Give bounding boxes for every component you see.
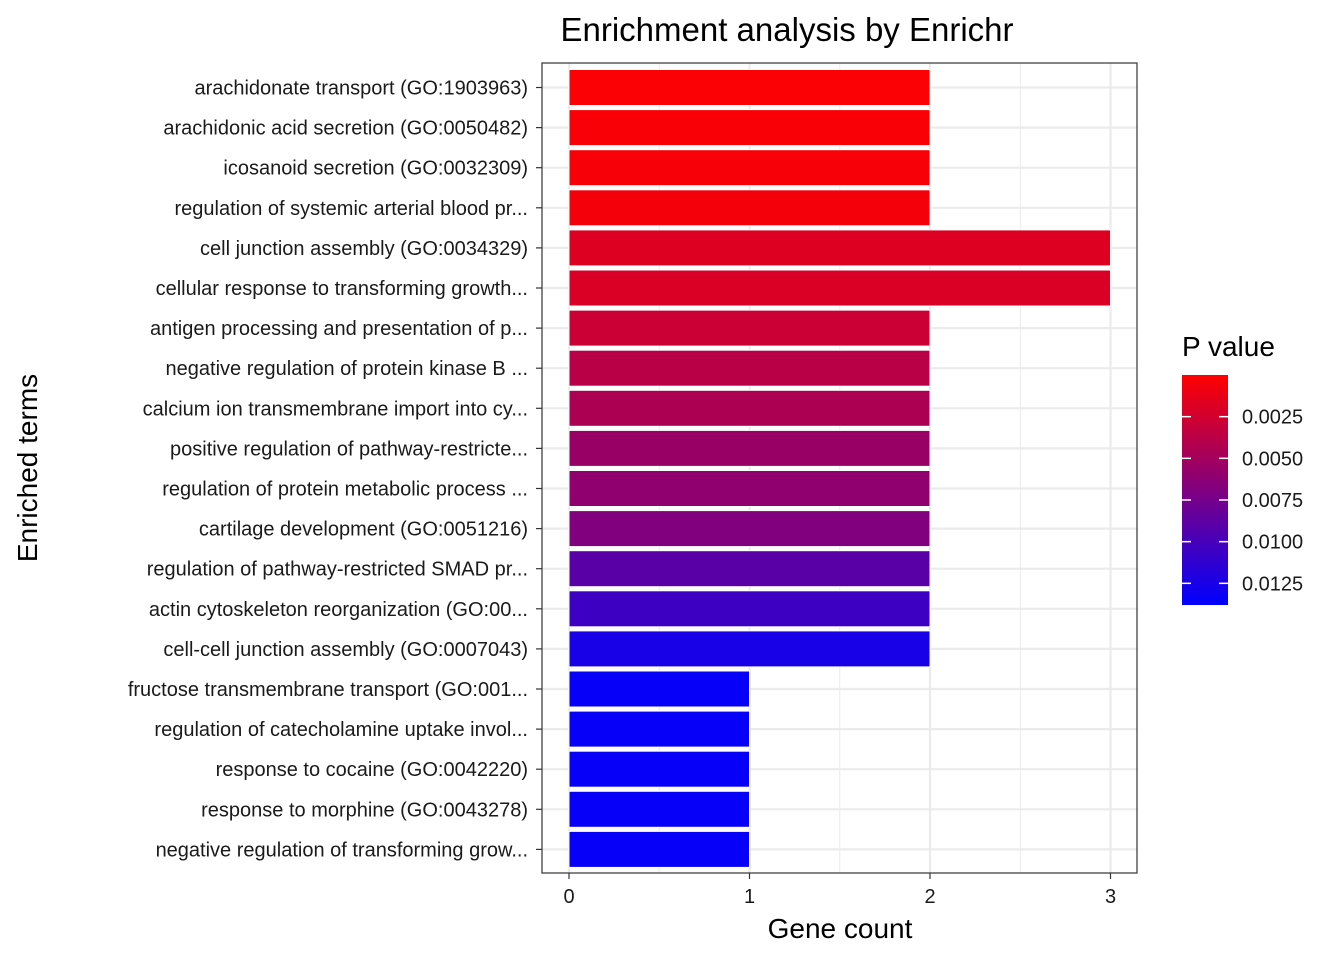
panel-border	[541, 62, 1138, 874]
p-value-legend: P value 0.0025 0.0050 0.0075 0.0100 0.0125	[1182, 331, 1303, 605]
legend-tick-label: 0.0050	[1242, 448, 1303, 470]
chart-title: Enrichment analysis by Enrichr	[560, 11, 1013, 48]
y-tick-label: arachidonic acid secretion (GO:0050482)	[163, 118, 528, 140]
bars	[568, 69, 1111, 868]
legend-tick-label: 0.0125	[1242, 573, 1303, 595]
y-tick-label: regulation of systemic arterial blood pr…	[174, 198, 528, 220]
x-axis-ticks: 0 1 2 3	[563, 873, 1116, 908]
x-axis-title: Gene count	[768, 913, 913, 944]
bar	[568, 189, 931, 227]
legend-ticks: 0.0025 0.0050 0.0075 0.0100 0.0125	[1182, 407, 1303, 595]
bar	[568, 830, 750, 868]
bar	[568, 229, 1111, 267]
y-axis-ticks: arachidonate transport (GO:1903963) arach…	[128, 78, 542, 861]
bar	[568, 109, 931, 147]
bar	[568, 790, 750, 828]
y-tick-label: arachidonate transport (GO:1903963)	[194, 78, 528, 100]
legend-title: P value	[1182, 331, 1275, 362]
y-tick-label: regulation of catecholamine uptake invol…	[154, 719, 528, 741]
legend-tick-label: 0.0025	[1242, 407, 1303, 429]
y-tick-label: cell-cell junction assembly (GO:0007043)	[163, 639, 528, 661]
y-tick-label: negative regulation of protein kinase B …	[166, 358, 528, 380]
y-tick-label: fructose transmembrane transport (GO:001…	[128, 679, 528, 701]
y-tick-label: cellular response to transforming growth…	[156, 278, 528, 300]
bar	[568, 590, 931, 628]
y-tick-label: response to cocaine (GO:0042220)	[216, 759, 528, 781]
legend-colorbar	[1182, 375, 1228, 605]
y-tick-label: cell junction assembly (GO:0034329)	[200, 238, 528, 260]
x-tick-label: 0	[563, 886, 574, 908]
bar	[568, 550, 931, 588]
y-tick-label: antigen processing and presentation of p…	[150, 318, 528, 340]
bar	[568, 269, 1111, 307]
y-tick-label: icosanoid secretion (GO:0032309)	[223, 158, 528, 180]
y-tick-label: actin cytoskeleton reorganization (GO:00…	[149, 599, 528, 621]
y-tick-label: regulation of pathway-restricted SMAD pr…	[147, 559, 528, 581]
legend-tick-label: 0.0075	[1242, 490, 1303, 512]
y-axis-title: Enriched terms	[12, 374, 43, 562]
bar	[568, 470, 931, 507]
bar	[568, 710, 750, 748]
y-tick-label: positive regulation of pathway-restricte…	[170, 438, 528, 460]
bar	[568, 630, 931, 668]
y-tick-label: calcium ion transmembrane import into cy…	[143, 398, 528, 420]
bar	[568, 429, 931, 467]
x-tick-label: 3	[1105, 886, 1116, 908]
bar	[568, 309, 931, 347]
y-tick-label: response to morphine (GO:0043278)	[201, 799, 528, 821]
bar	[568, 510, 931, 548]
bar	[568, 149, 931, 187]
bar	[568, 349, 931, 387]
bar	[568, 670, 750, 708]
bar	[568, 389, 931, 427]
y-tick-label: regulation of protein metabolic process …	[162, 479, 528, 501]
x-tick-label: 1	[744, 886, 755, 908]
y-tick-label: cartilage development (GO:0051216)	[199, 519, 528, 541]
legend-tick-label: 0.0100	[1242, 532, 1303, 554]
bar	[568, 750, 750, 788]
bar	[568, 69, 931, 106]
x-tick-label: 2	[924, 886, 935, 908]
y-tick-label: negative regulation of transforming grow…	[156, 839, 528, 861]
